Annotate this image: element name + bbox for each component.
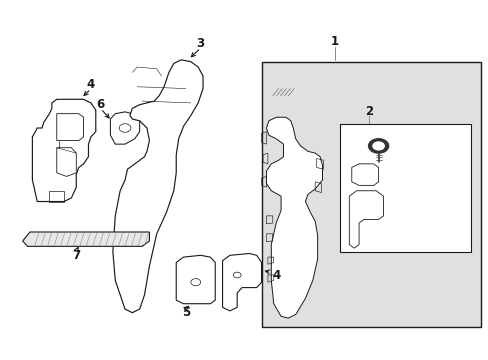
Polygon shape [176,255,215,304]
Polygon shape [22,232,149,246]
Circle shape [367,138,388,154]
Polygon shape [351,164,378,185]
Text: 7: 7 [72,249,80,262]
Text: 6: 6 [96,98,104,111]
Text: 4: 4 [271,269,280,282]
Polygon shape [348,191,383,248]
Text: 3: 3 [196,37,204,50]
Text: 5: 5 [182,306,190,319]
Text: 1: 1 [330,35,338,49]
Text: 4: 4 [86,78,95,91]
Text: 2: 2 [364,105,372,118]
Bar [261,62,480,327]
Bar [339,125,470,252]
Polygon shape [113,60,203,313]
Polygon shape [110,112,140,144]
Polygon shape [266,117,322,318]
Polygon shape [222,253,261,311]
Circle shape [371,141,384,150]
Polygon shape [32,99,96,202]
